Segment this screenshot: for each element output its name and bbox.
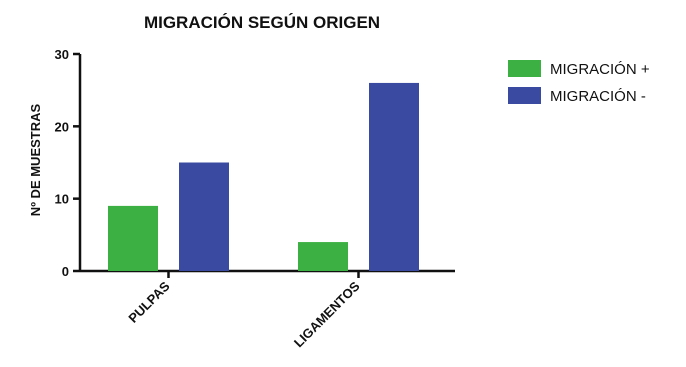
legend-label: MIGRACIÓN - [550, 88, 646, 105]
plot-area: 0 10 20 30 PULPAS LIGAMENTOS [55, 47, 455, 350]
legend: MIGRACIÓN + MIGRACIÓN - [508, 60, 650, 105]
bar [179, 162, 229, 271]
bar [298, 242, 348, 271]
y-tick-label: 20 [55, 119, 69, 134]
y-tick-label: 0 [62, 264, 69, 279]
y-tick-label: 10 [55, 192, 69, 207]
legend-swatch [508, 60, 541, 77]
x-tick-label: LIGAMENTOS [291, 278, 363, 350]
chart-title: MIGRACIÓN SEGÚN ORIGEN [144, 13, 380, 32]
y-tick-label: 30 [55, 47, 69, 62]
legend-label: MIGRACIÓN + [550, 61, 650, 78]
x-tick-label: PULPAS [125, 278, 172, 325]
y-axis-label: Nº DE MUESTRAS [28, 103, 43, 216]
legend-swatch [508, 87, 541, 104]
bar [369, 82, 419, 271]
bar [108, 205, 158, 271]
